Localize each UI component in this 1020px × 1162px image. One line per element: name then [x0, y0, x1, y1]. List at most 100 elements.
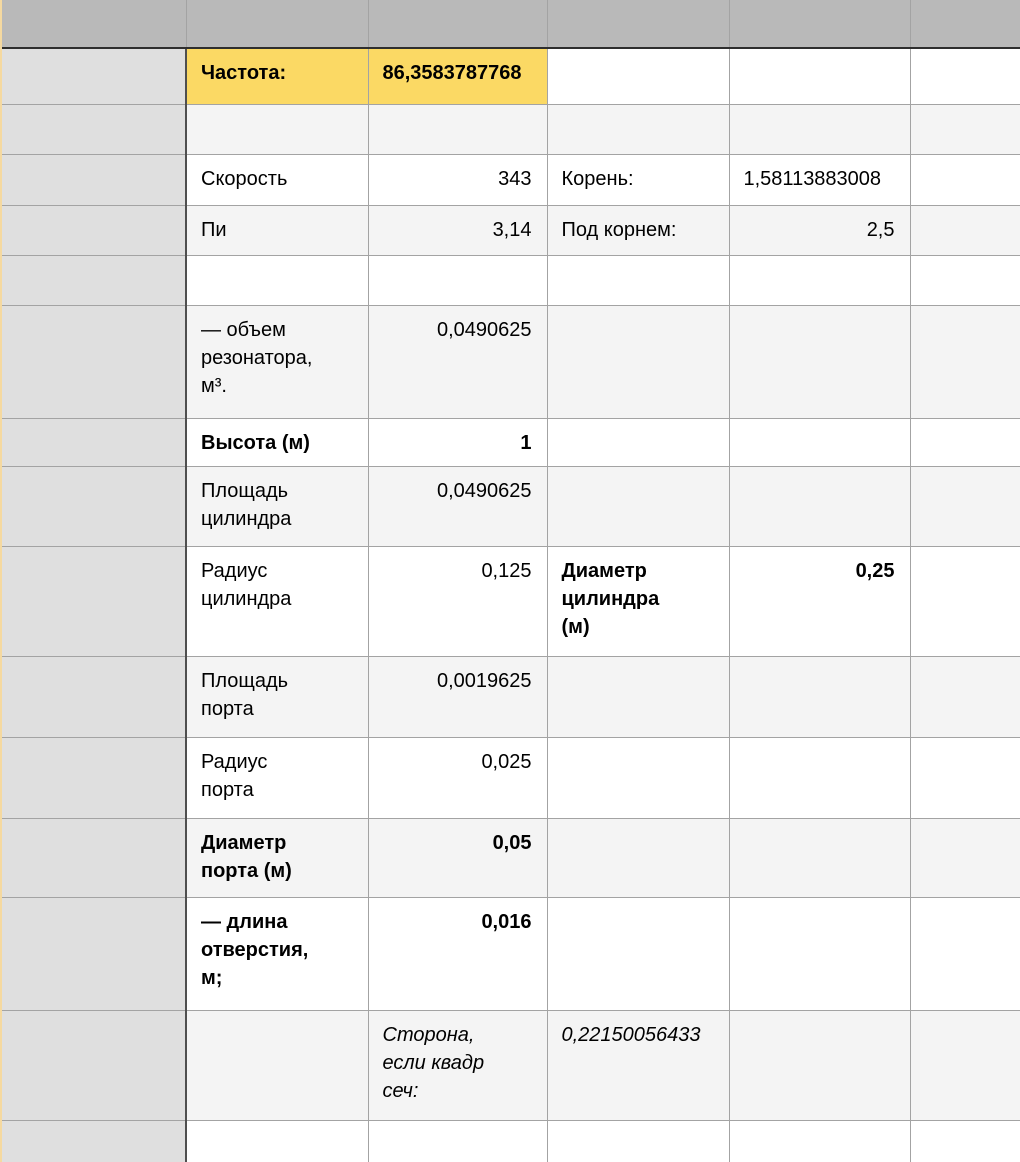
cell-E11[interactable]: [729, 656, 911, 738]
cell-F15[interactable]: [910, 1010, 1020, 1121]
row-header-9[interactable]: [0, 466, 187, 547]
cell-E10[interactable]: 0,25: [729, 546, 911, 657]
cell-E15[interactable]: [729, 1010, 911, 1121]
row-header-3[interactable]: [0, 104, 187, 155]
cell-B8[interactable]: Высота (м): [186, 418, 369, 467]
row-header-11[interactable]: [0, 656, 187, 738]
cell-E4[interactable]: 1,58113883008: [729, 154, 911, 206]
frozen-header-row: [0, 0, 1020, 49]
row-header-14[interactable]: [0, 897, 187, 1011]
cell-F5[interactable]: [910, 205, 1020, 256]
cell-D3[interactable]: [547, 104, 730, 155]
column-header-B[interactable]: [186, 0, 369, 49]
cell-F4[interactable]: [910, 154, 1020, 206]
cell-F13[interactable]: [910, 818, 1020, 898]
cell-C3[interactable]: [368, 104, 548, 155]
cell-B14[interactable]: — длина отверстия, м;: [186, 897, 369, 1011]
cell-C14[interactable]: 0,016: [368, 897, 548, 1011]
cell-E13[interactable]: [729, 818, 911, 898]
cell-E8[interactable]: [729, 418, 911, 467]
cell-D7[interactable]: [547, 305, 730, 419]
cell-B9[interactable]: Площадь цилиндра: [186, 466, 369, 547]
cell-E5[interactable]: 2,5: [729, 205, 911, 256]
row-header-12[interactable]: [0, 737, 187, 819]
row-header-2[interactable]: [0, 48, 187, 105]
column-header-C[interactable]: [368, 0, 548, 49]
cell-E12[interactable]: [729, 737, 911, 819]
cell-C16[interactable]: [368, 1120, 548, 1162]
cell-D4[interactable]: Корень:: [547, 154, 730, 206]
cell-B15[interactable]: [186, 1010, 369, 1121]
cell-E14[interactable]: [729, 897, 911, 1011]
cell-B3[interactable]: [186, 104, 369, 155]
cell-D10[interactable]: Диаметр цилиндра (м): [547, 546, 730, 657]
row-header-4[interactable]: [0, 154, 187, 206]
sheet-row-2: Частота: 86,3583787768: [0, 48, 1020, 105]
cell-D12[interactable]: [547, 737, 730, 819]
cell-C11[interactable]: 0,0019625: [368, 656, 548, 738]
cell-F12[interactable]: [910, 737, 1020, 819]
row-header-5[interactable]: [0, 205, 187, 256]
row-header-7[interactable]: [0, 305, 187, 419]
cell-F11[interactable]: [910, 656, 1020, 738]
cell-F7[interactable]: [910, 305, 1020, 419]
row-header-6[interactable]: [0, 255, 187, 306]
cell-F16[interactable]: [910, 1120, 1020, 1162]
cell-C8[interactable]: 1: [368, 418, 548, 467]
cell-E9[interactable]: [729, 466, 911, 547]
cell-F3[interactable]: [910, 104, 1020, 155]
row-header-13[interactable]: [0, 818, 187, 898]
cell-C4[interactable]: 343: [368, 154, 548, 206]
row-header-16[interactable]: [0, 1120, 187, 1162]
cell-B5[interactable]: Пи: [186, 205, 369, 256]
cell-F10[interactable]: [910, 546, 1020, 657]
cell-D15[interactable]: 0,22150056433: [547, 1010, 730, 1121]
cell-B2[interactable]: Частота:: [186, 48, 369, 105]
cell-E7[interactable]: [729, 305, 911, 419]
cell-D5[interactable]: Под корнем:: [547, 205, 730, 256]
cell-D6[interactable]: [547, 255, 730, 306]
cell-D13[interactable]: [547, 818, 730, 898]
column-header-D[interactable]: [547, 0, 730, 49]
cell-F2[interactable]: [910, 48, 1020, 105]
cell-F14[interactable]: [910, 897, 1020, 1011]
cell-E2[interactable]: [729, 48, 911, 105]
cell-B12[interactable]: Радиус порта: [186, 737, 369, 819]
row-header-10[interactable]: [0, 546, 187, 657]
column-header-E[interactable]: [729, 0, 911, 49]
cell-C7[interactable]: 0,0490625: [368, 305, 548, 419]
cell-B13[interactable]: Диаметр порта (м): [186, 818, 369, 898]
cell-F8[interactable]: [910, 418, 1020, 467]
cell-B6[interactable]: [186, 255, 369, 306]
sheet-row-4: Скорость 343 Корень: 1,58113883008: [0, 154, 1020, 206]
cell-D16[interactable]: [547, 1120, 730, 1162]
cell-E3[interactable]: [729, 104, 911, 155]
cell-D11[interactable]: [547, 656, 730, 738]
cell-B11[interactable]: Площадь порта: [186, 656, 369, 738]
cell-D9[interactable]: [547, 466, 730, 547]
cell-D14[interactable]: [547, 897, 730, 1011]
row-header-8[interactable]: [0, 418, 187, 467]
cell-B4[interactable]: Скорость: [186, 154, 369, 206]
cell-D8[interactable]: [547, 418, 730, 467]
cell-C6[interactable]: [368, 255, 548, 306]
cell-C12[interactable]: 0,025: [368, 737, 548, 819]
cell-C2[interactable]: 86,3583787768: [368, 48, 548, 105]
cell-E6[interactable]: [729, 255, 911, 306]
sheet-row-9: Площадь цилиндра 0,0490625: [0, 466, 1020, 547]
cell-C5[interactable]: 3,14: [368, 205, 548, 256]
cell-F9[interactable]: [910, 466, 1020, 547]
cell-B10[interactable]: Радиус цилиндра: [186, 546, 369, 657]
row-header-15[interactable]: [0, 1010, 187, 1121]
cell-C13[interactable]: 0,05: [368, 818, 548, 898]
cell-C9[interactable]: 0,0490625: [368, 466, 548, 547]
cell-E16[interactable]: [729, 1120, 911, 1162]
column-header-A[interactable]: [0, 0, 187, 49]
cell-C10[interactable]: 0,125: [368, 546, 548, 657]
cell-C15[interactable]: Сторона, если квадр сеч:: [368, 1010, 548, 1121]
cell-B7[interactable]: — объем резонатора, м³.: [186, 305, 369, 419]
cell-B16[interactable]: [186, 1120, 369, 1162]
column-header-F[interactable]: [910, 0, 1020, 49]
cell-F6[interactable]: [910, 255, 1020, 306]
cell-D2[interactable]: [547, 48, 730, 105]
